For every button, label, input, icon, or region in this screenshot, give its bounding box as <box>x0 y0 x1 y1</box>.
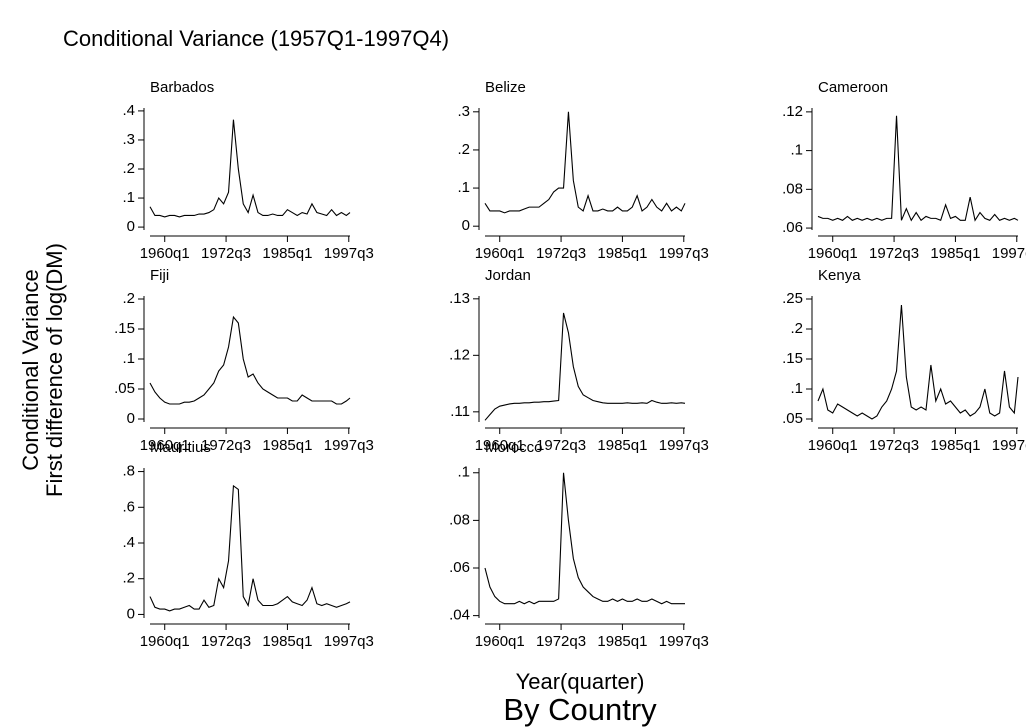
note: By Country <box>503 692 657 727</box>
y-tick-label: .1 <box>790 142 803 159</box>
x-tick-label: 1972q3 <box>869 437 919 454</box>
y-tick-label: .1 <box>790 380 803 397</box>
panel-title: Belize <box>485 79 526 96</box>
y-tick-label: .1 <box>122 350 135 367</box>
x-tick-label: 1997q3 <box>324 633 374 650</box>
x-tick-label: 1960q1 <box>808 437 858 454</box>
x-tick-label: 1985q1 <box>597 633 647 650</box>
panel-title: Fiji <box>150 267 169 284</box>
chart-title: Conditional Variance (1957Q1-1997Q4) <box>63 26 449 51</box>
y-tick-label: .15 <box>114 320 135 337</box>
y-tick-label: .3 <box>457 103 470 120</box>
y-tick-label: .2 <box>122 290 135 307</box>
x-tick-label: 1972q3 <box>536 437 586 454</box>
series-line <box>484 111 686 214</box>
x-tick-label: 1960q1 <box>475 633 525 650</box>
y-axis-title: Conditional Variance <box>18 269 43 470</box>
y-tick-label: .08 <box>782 180 803 197</box>
y-tick-label: .06 <box>449 559 470 576</box>
x-tick-label: 1972q3 <box>201 437 251 454</box>
y-tick-label: .04 <box>449 607 470 624</box>
x-tick-label: 1997q3 <box>324 245 374 262</box>
y-tick-label: .1 <box>457 464 470 481</box>
x-tick-label: 1985q1 <box>262 437 312 454</box>
panel-title: Cameroon <box>818 79 888 96</box>
y-tick-label: .08 <box>449 511 470 528</box>
x-tick-label: 1972q3 <box>869 245 919 262</box>
panel-title: Kenya <box>818 267 861 284</box>
x-tick-label: 1997q3 <box>659 633 709 650</box>
series-line <box>817 115 1019 222</box>
series-line <box>149 484 351 612</box>
y-tick-label: .15 <box>782 350 803 367</box>
y-tick-label: 0 <box>127 410 135 427</box>
x-tick-label: 1972q3 <box>201 633 251 650</box>
x-axis-title: Year(quarter) <box>516 669 645 694</box>
x-tick-label: 1960q1 <box>140 633 190 650</box>
y-tick-label: 0 <box>127 218 135 235</box>
series-line <box>484 472 685 605</box>
x-tick-label: 1985q1 <box>262 245 312 262</box>
y-tick-label: .4 <box>122 102 135 119</box>
y-tick-label: .1 <box>122 189 135 206</box>
x-tick-label: 1985q1 <box>930 245 980 262</box>
series-line <box>484 312 686 421</box>
series-line <box>149 315 351 405</box>
y-tick-label: .05 <box>114 380 135 397</box>
x-tick-label: 1960q1 <box>475 245 525 262</box>
y-tick-label: 0 <box>127 605 135 622</box>
x-tick-label: 1960q1 <box>140 437 190 454</box>
series-line <box>149 119 351 218</box>
x-tick-label: 1972q3 <box>201 245 251 262</box>
x-tick-label: 1972q3 <box>536 245 586 262</box>
panel-title: Mauritius <box>150 439 211 456</box>
panel-title: Barbados <box>150 79 214 96</box>
x-tick-label: 1997q3 <box>659 437 709 454</box>
x-tick-label: 1960q1 <box>140 245 190 262</box>
x-tick-label: 1985q1 <box>597 437 647 454</box>
x-tick-label: 1985q1 <box>262 633 312 650</box>
x-tick-label: 1972q3 <box>536 633 586 650</box>
x-tick-label: 1997q3 <box>324 437 374 454</box>
y-tick-label: .12 <box>449 346 470 363</box>
y-tick-label: .4 <box>122 534 135 551</box>
panel-title: Morocco <box>485 439 543 456</box>
x-tick-label: 1960q1 <box>475 437 525 454</box>
y-tick-label: .1 <box>457 179 470 196</box>
y-axis-title: First difference of log(DM) <box>42 243 67 497</box>
x-tick-label: 1997q3 <box>992 245 1026 262</box>
y-tick-label: .8 <box>122 463 135 480</box>
y-tick-label: .2 <box>122 570 135 587</box>
series-line <box>817 304 1019 420</box>
y-tick-label: .06 <box>782 219 803 236</box>
x-tick-label: 1960q1 <box>808 245 858 262</box>
x-tick-label: 1985q1 <box>597 245 647 262</box>
y-tick-label: .2 <box>122 160 135 177</box>
y-tick-label: .2 <box>457 141 470 158</box>
y-tick-label: .25 <box>782 290 803 307</box>
y-tick-label: .05 <box>782 410 803 427</box>
y-tick-label: .3 <box>122 131 135 148</box>
y-tick-label: .6 <box>122 498 135 515</box>
y-tick-label: .2 <box>790 320 803 337</box>
y-tick-label: .13 <box>449 290 470 307</box>
y-tick-label: 0 <box>462 217 470 234</box>
x-tick-label: 1985q1 <box>930 437 980 454</box>
x-tick-label: 1997q3 <box>659 245 709 262</box>
x-tick-label: 1997q3 <box>992 437 1026 454</box>
y-tick-label: .11 <box>450 403 470 420</box>
y-tick-label: .12 <box>782 103 803 120</box>
panel-title: Jordan <box>485 267 531 284</box>
